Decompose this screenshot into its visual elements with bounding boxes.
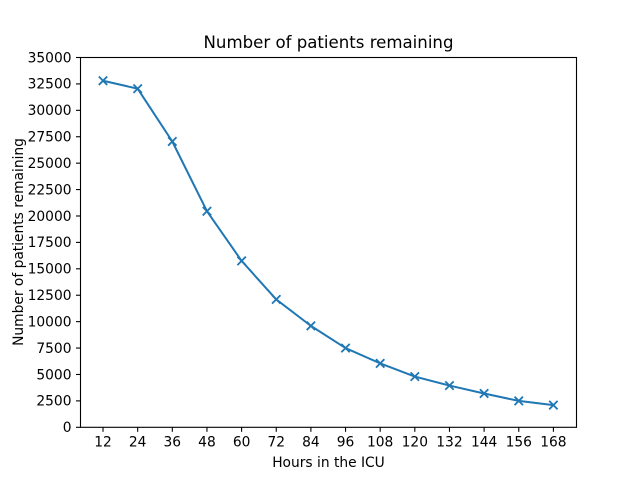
y-tick-label: 22500 bbox=[28, 182, 72, 198]
data-point-marker bbox=[479, 388, 489, 399]
data-line bbox=[102, 79, 555, 407]
axes-spines bbox=[79, 56, 578, 428]
x-axis-label: Hours in the ICU bbox=[272, 455, 385, 471]
x-tick-label: 72 bbox=[267, 435, 285, 451]
y-tick-label: 20000 bbox=[28, 209, 72, 225]
x-tick-label: 60 bbox=[233, 435, 251, 451]
x-tick-label: 12 bbox=[94, 435, 112, 451]
x-tick-label: 36 bbox=[164, 435, 182, 451]
data-point-marker bbox=[340, 343, 351, 353]
y-tick-label: 5000 bbox=[36, 367, 71, 383]
data-point-marker bbox=[444, 380, 455, 391]
data-point-marker bbox=[98, 75, 108, 86]
y-tick-label: 12500 bbox=[28, 288, 72, 304]
data-point-marker bbox=[202, 206, 212, 217]
x-tick-label: 48 bbox=[198, 435, 216, 451]
x-tick-label: 132 bbox=[436, 435, 462, 451]
data-point-marker bbox=[167, 136, 178, 147]
y-tick-label: 30000 bbox=[28, 103, 72, 119]
y-tick-label: 32500 bbox=[28, 77, 72, 93]
y-tick-label: 10000 bbox=[28, 314, 72, 330]
y-axis-label: Number of patients remaining bbox=[11, 138, 27, 346]
data-point-marker bbox=[271, 294, 282, 305]
y-tick-label: 25000 bbox=[28, 156, 72, 172]
x-tick-label: 84 bbox=[302, 435, 320, 451]
y-tick-label: 2500 bbox=[36, 394, 71, 410]
data-point-marker bbox=[548, 400, 559, 410]
data-point-marker bbox=[513, 396, 524, 406]
data-point-marker bbox=[409, 371, 420, 382]
data-point-marker bbox=[375, 358, 386, 369]
x-tick-label: 108 bbox=[367, 435, 393, 451]
data-point-marker bbox=[236, 256, 247, 266]
y-tick-label: 15000 bbox=[28, 262, 72, 278]
data-point-marker bbox=[132, 83, 143, 94]
chart-title: Number of patients remaining bbox=[203, 33, 454, 52]
y-tick-label: 17500 bbox=[28, 235, 72, 251]
x-tick-label: 120 bbox=[402, 435, 428, 451]
y-tick-label: 35000 bbox=[28, 50, 72, 66]
x-tick-label: 96 bbox=[337, 435, 355, 451]
y-tick-label: 0 bbox=[63, 420, 72, 436]
data-point-marker bbox=[306, 321, 316, 331]
y-tick-label: 27500 bbox=[28, 130, 72, 146]
x-tick-label: 168 bbox=[540, 435, 566, 451]
x-tick-label: 144 bbox=[471, 435, 497, 451]
y-tick-label: 7500 bbox=[36, 341, 71, 357]
x-tick-label: 156 bbox=[506, 435, 532, 451]
x-tick-label: 24 bbox=[129, 435, 147, 451]
